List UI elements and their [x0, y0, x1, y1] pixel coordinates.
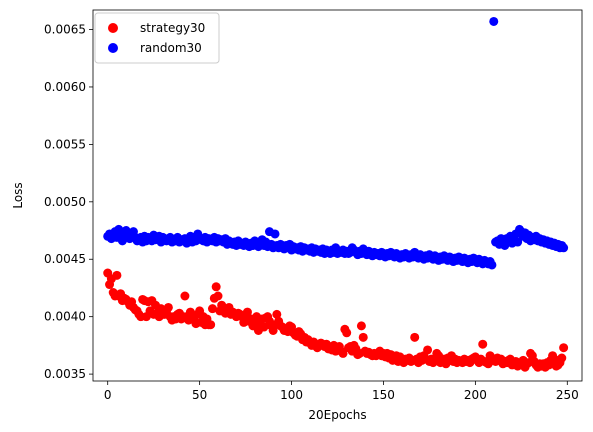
legend-label-strategy30: strategy30 [140, 21, 205, 35]
point-strategy30 [272, 309, 282, 319]
plot-area [93, 10, 582, 381]
x-axis-label: 20Epochs [308, 408, 366, 422]
point-strategy30 [559, 343, 569, 353]
y-axis-ticks: 0.0035 0.0040 0.0045 0.0050 0.0055 0.0060 0.00… [44, 23, 93, 381]
point-strategy30 [259, 322, 269, 332]
point-strategy30 [410, 332, 420, 342]
y-axis-label: Loss [11, 182, 25, 208]
y-tick-label: 0.0060 [44, 80, 86, 94]
points-layer [103, 16, 569, 372]
point-random30 [114, 224, 124, 234]
x-tick-label: 50 [192, 388, 207, 402]
point-random30 [270, 229, 280, 239]
point-strategy30 [356, 321, 366, 331]
x-tick-label: 250 [556, 388, 579, 402]
point-strategy30 [213, 291, 223, 301]
legend: strategy30 random30 [94, 12, 220, 64]
y-tick-label: 0.0050 [44, 195, 86, 209]
y-tick-label: 0.0040 [44, 310, 86, 324]
y-tick-label: 0.0055 [44, 137, 86, 151]
point-random30 [489, 16, 499, 26]
point-random30 [487, 260, 497, 270]
point-strategy30 [207, 304, 217, 314]
point-strategy30 [423, 345, 433, 355]
y-tick-label: 0.0035 [44, 367, 86, 381]
point-random30 [513, 237, 523, 247]
point-strategy30 [211, 282, 221, 292]
legend-label-random30: random30 [140, 41, 202, 55]
legend-frame [94, 12, 220, 64]
point-strategy30 [180, 291, 190, 301]
point-strategy30 [478, 339, 488, 349]
point-strategy30 [185, 307, 195, 317]
x-tick-label: 0 [104, 388, 112, 402]
point-strategy30 [338, 348, 348, 358]
x-tick-label: 100 [280, 388, 303, 402]
x-tick-label: 200 [464, 388, 487, 402]
point-strategy30 [112, 270, 122, 280]
point-strategy30 [163, 302, 173, 312]
plot-frame [92, 9, 583, 382]
point-strategy30 [206, 320, 216, 330]
point-random30 [559, 243, 569, 253]
point-strategy30 [358, 332, 368, 342]
x-axis-ticks: 0 50 100 150 200 250 [104, 381, 579, 402]
point-strategy30 [342, 328, 352, 338]
point-strategy30 [242, 307, 252, 317]
x-tick-label: 150 [372, 388, 395, 402]
legend-marker-random30 [108, 43, 118, 53]
y-tick-label: 0.0065 [44, 23, 86, 37]
point-strategy30 [557, 353, 567, 363]
legend-marker-strategy30 [108, 23, 118, 33]
y-tick-label: 0.0045 [44, 252, 86, 266]
